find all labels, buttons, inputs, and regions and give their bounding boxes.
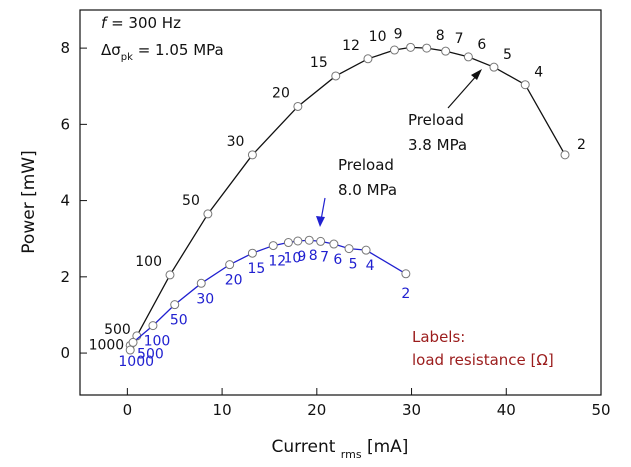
point-label: 50 [170, 313, 188, 329]
data-point [489, 62, 499, 72]
y-tick-label: 4 [60, 192, 70, 210]
arrow-head [471, 69, 482, 80]
data-point [560, 150, 570, 160]
data-point [165, 270, 175, 280]
labels-note: Labels: [412, 328, 465, 346]
preload-label: 8.0 MPa [338, 181, 397, 199]
point-label: 9 [394, 26, 403, 42]
data-point [170, 300, 180, 310]
point-label: 4 [366, 258, 375, 274]
data-point [316, 236, 326, 246]
annotation-freq: f = 300 Hz [101, 14, 181, 32]
point-label: 30 [196, 291, 214, 307]
preload-label: Preload [338, 156, 394, 174]
point-label: 1000 [89, 337, 125, 353]
annotation-stress: Δσpk = 1.05 MPa [101, 41, 224, 63]
point-label: 7 [455, 31, 464, 47]
point-label: 15 [247, 261, 265, 277]
point-label: 6 [477, 37, 486, 53]
data-point [361, 245, 371, 255]
data-point [329, 239, 339, 249]
data-point [196, 278, 206, 288]
data-point [520, 80, 530, 90]
plot-frame [79, 9, 602, 396]
data-point [389, 45, 399, 55]
point-label: 2 [401, 286, 410, 302]
x-tick-label: 0 [123, 401, 133, 419]
point-label: 15 [310, 55, 328, 71]
preload-label: 3.8 MPa [408, 136, 467, 154]
data-point [363, 54, 373, 64]
series-line [129, 239, 407, 351]
point-label: 8 [436, 28, 445, 44]
y-axis-label: Power [mW] [19, 150, 39, 253]
y-tick-label: 2 [60, 268, 70, 286]
data-point [128, 337, 138, 347]
data-point [441, 46, 451, 56]
point-label: 8 [309, 248, 318, 264]
y-tick-label: 0 [60, 344, 70, 362]
point-label: 500 [137, 346, 164, 362]
point-label: 20 [225, 273, 243, 289]
x-tick-label: 50 [591, 401, 610, 419]
data-point [304, 235, 314, 245]
point-label: 2 [577, 137, 586, 153]
point-label: 500 [104, 322, 131, 338]
point-label: 20 [272, 85, 290, 101]
data-point [344, 244, 354, 254]
arrow-head [316, 216, 325, 227]
data-point [247, 248, 257, 258]
point-label: 10 [283, 251, 301, 267]
data-point [203, 209, 213, 219]
point-label: 100 [135, 254, 162, 270]
arrow [447, 73, 479, 109]
data-point [283, 238, 293, 248]
data-point [463, 52, 473, 62]
point-label: 1000 [118, 354, 154, 370]
data-point [268, 241, 278, 251]
point-label: 5 [349, 257, 358, 273]
x-tick-label: 10 [213, 401, 232, 419]
point-label: 5 [503, 47, 512, 63]
point-label: 100 [144, 334, 171, 350]
y-tick-label: 8 [60, 39, 70, 57]
data-point [293, 236, 303, 246]
point-label: 9 [297, 249, 306, 265]
point-label: 6 [333, 252, 342, 268]
point-label: 12 [342, 38, 360, 54]
y-tick-label: 6 [60, 115, 70, 133]
data-point [247, 150, 257, 160]
data-point [225, 260, 235, 270]
x-tick-label: 40 [497, 401, 516, 419]
data-point [401, 269, 411, 279]
data-point [406, 42, 416, 52]
arrow [320, 197, 326, 221]
series-line [129, 46, 566, 346]
x-tick-label: 20 [307, 401, 326, 419]
point-label: 12 [268, 254, 286, 270]
data-point [125, 345, 135, 355]
x-axis-label: Current rms [mA] [272, 437, 409, 463]
point-label: 10 [369, 29, 387, 45]
x-tick-label: 30 [402, 401, 421, 419]
labels-note: load resistance [Ω] [412, 351, 554, 369]
point-label: 4 [534, 65, 543, 81]
preload-label: Preload [408, 111, 464, 129]
data-point [422, 43, 432, 53]
data-point [331, 71, 341, 81]
data-point [293, 101, 303, 111]
point-label: 50 [182, 193, 200, 209]
data-point [148, 321, 158, 331]
point-label: 7 [320, 249, 329, 265]
point-label: 30 [227, 134, 245, 150]
